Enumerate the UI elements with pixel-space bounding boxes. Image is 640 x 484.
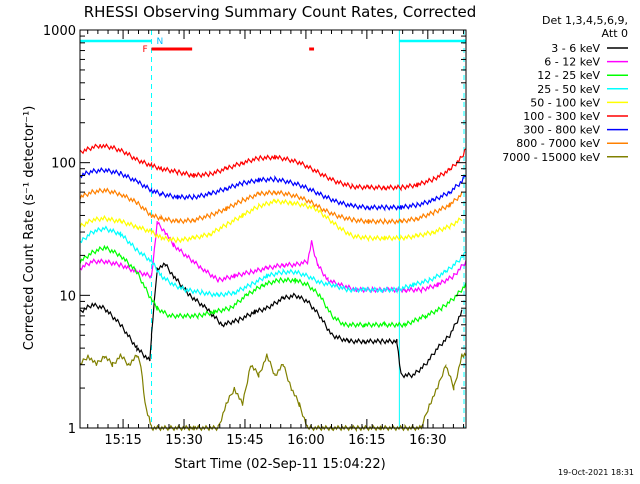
chart-title: RHESSI Observing Summary Count Rates, Co…: [84, 3, 477, 21]
series-line-7: [79, 187, 463, 225]
legend-label-0: 3 - 6 keV: [551, 42, 600, 55]
x-axis-label: Start Time (02-Sep-11 15:04:22): [174, 457, 385, 472]
axes: 1 10 100 1000 15:15 15:30 15:45 16:00 16:15 16:30: [43, 24, 466, 448]
legend-header-line-2: Att 0: [602, 27, 628, 40]
series-line-2: [79, 244, 467, 329]
legend-label-2: 12 - 25 keV: [537, 69, 600, 82]
legend-label-4: 50 - 100 keV: [530, 96, 600, 109]
legend-header-line-1: Det 1,3,4,5,6,9,: [542, 14, 628, 27]
saa-marker-label: N: [157, 37, 164, 47]
x-tick-label-2: 15:45: [226, 433, 263, 448]
y-tick-label-3: 1000: [43, 24, 76, 39]
legend-label-7: 800 - 7000 keV: [516, 137, 600, 150]
series-line-3: [79, 225, 467, 298]
legend-label-6: 300 - 800 keV: [523, 124, 600, 137]
x-tick-label-5: 16:30: [409, 433, 446, 448]
series-line-0: [79, 262, 463, 379]
series-line-8: [79, 352, 467, 433]
y-axis-label: Corrected Count Rate (s⁻¹ detector⁻¹): [22, 106, 37, 351]
y-tick-label-0: 1: [68, 422, 76, 437]
x-tick-label-0: 15:15: [104, 433, 141, 448]
x-tick-label-3: 16:00: [287, 433, 324, 448]
chart-marks: NF: [79, 30, 467, 433]
series-line-6: [79, 167, 467, 212]
legend-label-1: 6 - 12 keV: [544, 56, 600, 69]
plot-frame: [79, 29, 467, 429]
x-tick-label-4: 16:15: [348, 433, 385, 448]
legend-label-8: 7000 - 15000 keV: [502, 151, 600, 164]
generation-timestamp: 19-Oct-2021 18:31: [558, 468, 634, 477]
y-tick-label-1: 10: [59, 289, 76, 304]
series-line-1: [79, 220, 467, 294]
flare-marker-label: F: [143, 45, 148, 55]
legend-label-3: 25 - 50 keV: [537, 83, 600, 96]
series-line-4: [79, 198, 463, 244]
y-tick-label-2: 100: [51, 157, 76, 172]
x-tick-label-1: 15:30: [165, 433, 202, 448]
series-line-5: [79, 143, 467, 192]
legend-label-5: 100 - 300 keV: [523, 110, 600, 123]
